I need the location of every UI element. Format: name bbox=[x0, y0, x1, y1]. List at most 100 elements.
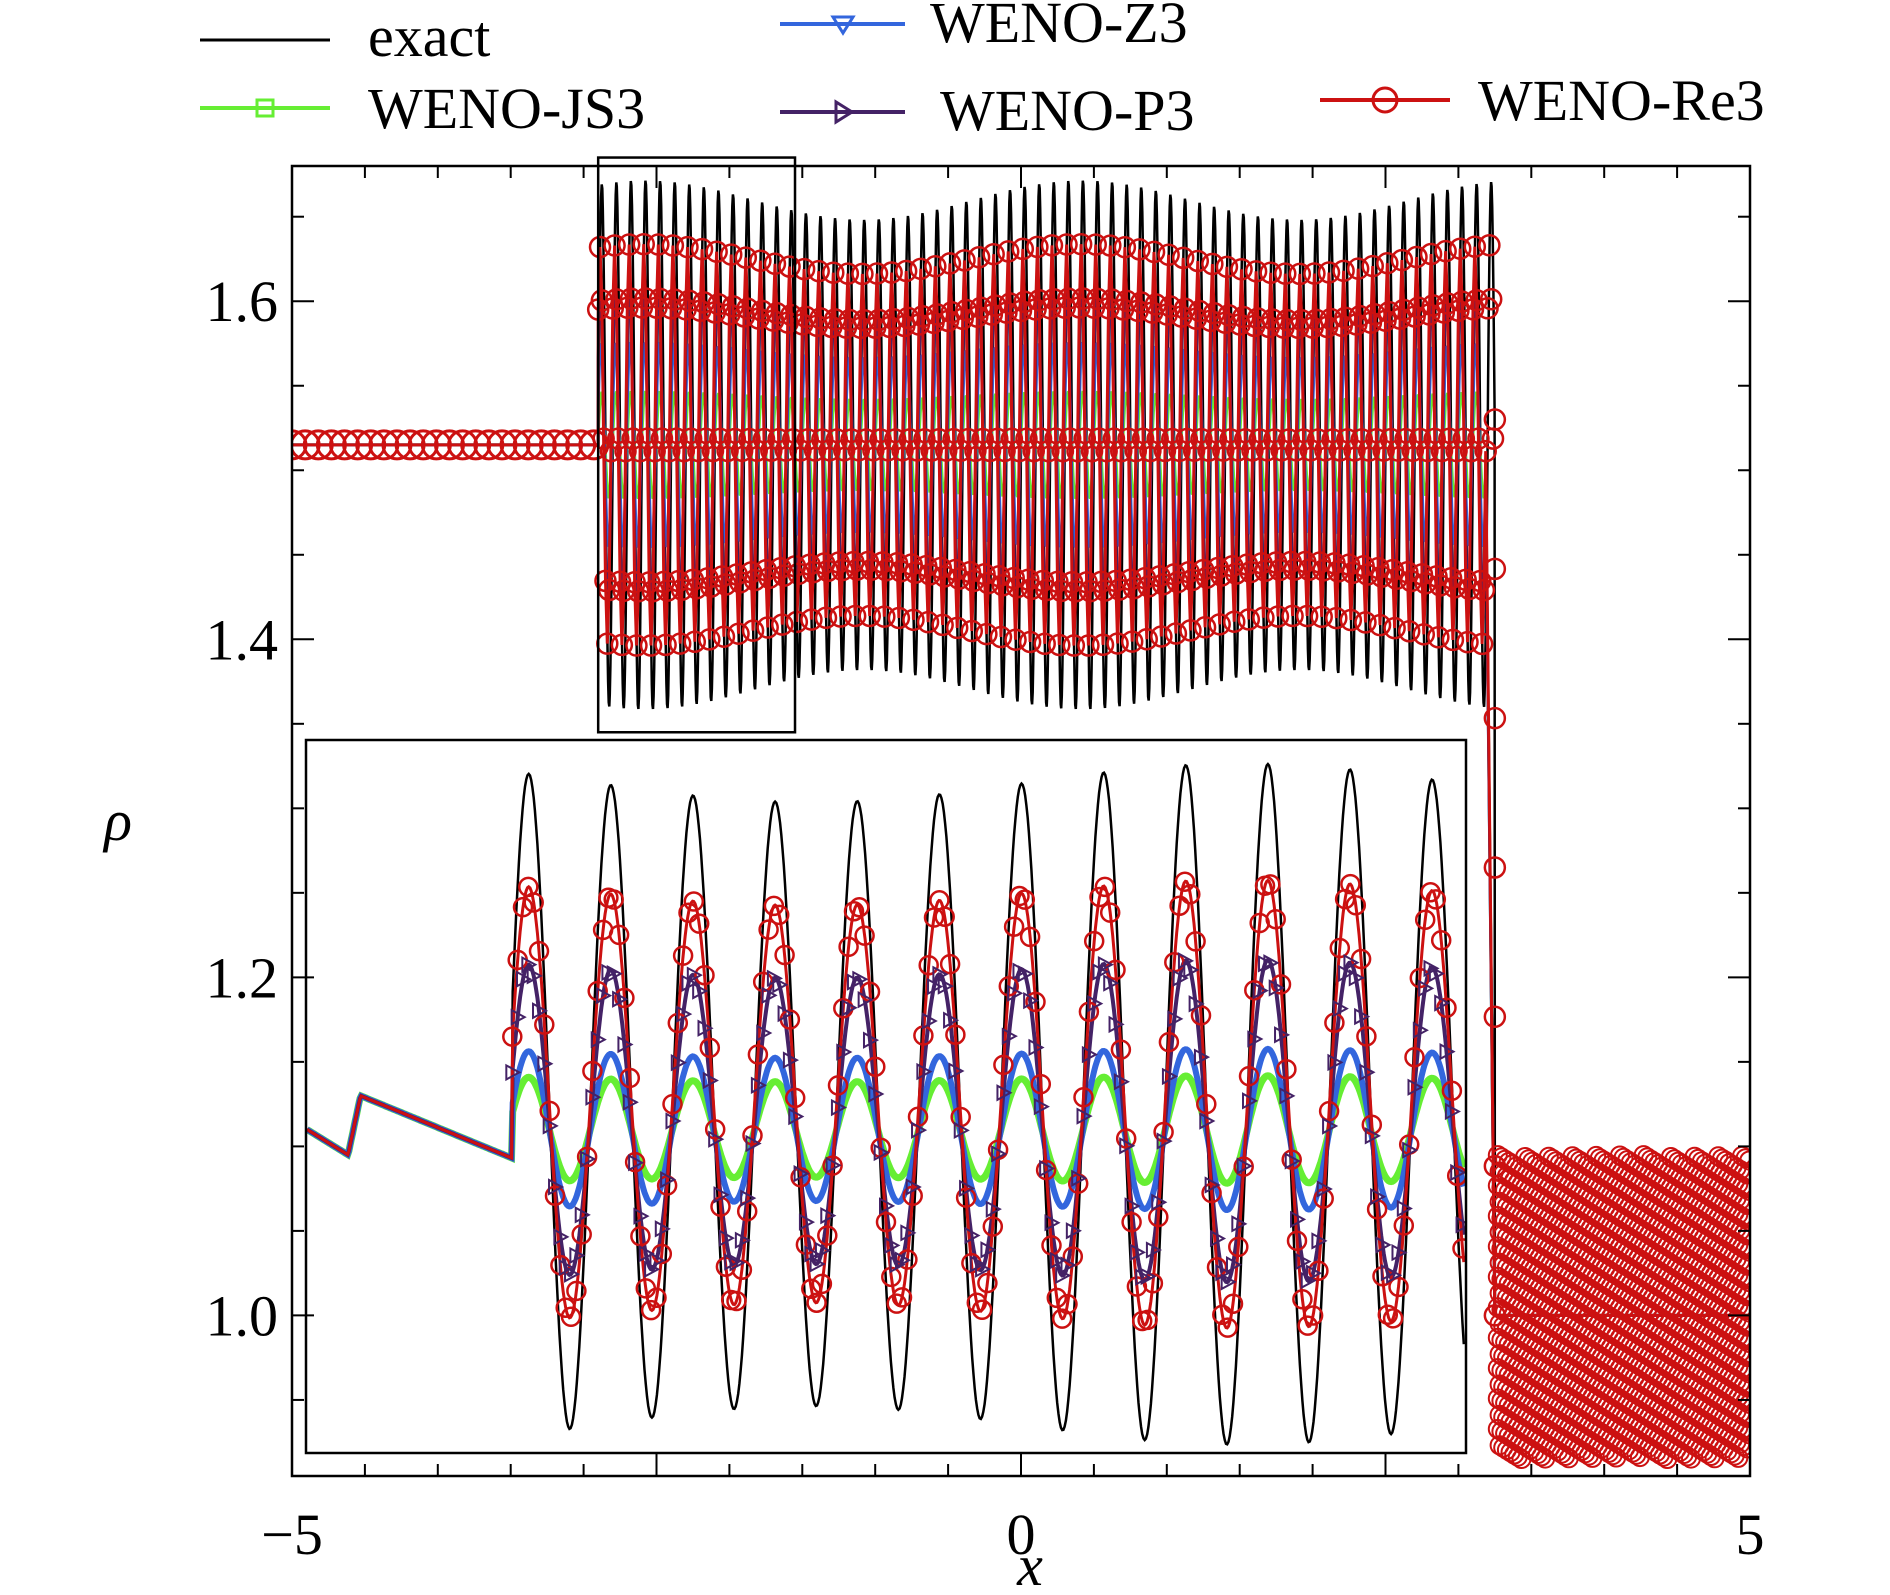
marker-weno-re3 bbox=[709, 427, 732, 451]
inset-marker-weno-re3 bbox=[982, 1216, 1004, 1237]
inset-marker-weno-re3 bbox=[1388, 1276, 1409, 1298]
marker-weno-re3 bbox=[1414, 572, 1437, 595]
marker-weno-re3 bbox=[1430, 439, 1454, 463]
marker-weno-re3 bbox=[1117, 427, 1140, 450]
marker-weno-re3 bbox=[865, 262, 889, 285]
inset-marker-weno-p3 bbox=[1295, 1252, 1312, 1271]
inset-marker-weno-re3 bbox=[774, 944, 795, 966]
inset-marker-weno-p3 bbox=[1129, 1243, 1147, 1261]
marker-weno-re3 bbox=[381, 429, 413, 461]
marker-weno-re3 bbox=[1073, 427, 1097, 450]
marker-weno-re3 bbox=[632, 232, 655, 256]
marker-weno-re3 bbox=[933, 565, 956, 588]
inset-marker-weno-re3 bbox=[619, 1067, 641, 1089]
marker-weno-re3 bbox=[1029, 427, 1053, 450]
inset-marker-weno-p3 bbox=[788, 1107, 805, 1126]
x-tick-labels: −5 0 5 bbox=[261, 1502, 1764, 1567]
marker-weno-re3 bbox=[1168, 439, 1191, 463]
marker-weno-re3 bbox=[1048, 633, 1071, 657]
inset-marker-weno-p3 bbox=[1386, 1266, 1403, 1284]
x-tick-label: 0 bbox=[1007, 1502, 1036, 1567]
marker-weno-re3 bbox=[592, 427, 615, 450]
marker-weno-re3 bbox=[911, 305, 934, 328]
marker-weno-re3 bbox=[1026, 235, 1049, 259]
inset-marker-weno-p3 bbox=[1001, 1027, 1018, 1045]
marker-weno-re3 bbox=[654, 633, 677, 657]
marker-weno-re3 bbox=[962, 569, 985, 593]
inset-marker-weno-p3 bbox=[1364, 1127, 1381, 1145]
inset-marker-weno-p3 bbox=[868, 1085, 885, 1103]
marker-weno-re3 bbox=[1153, 439, 1177, 463]
marker-weno-re3 bbox=[665, 427, 688, 450]
marker-weno-re3 bbox=[1226, 439, 1250, 462]
legend-label-weno-p3: WENO-P3 bbox=[940, 78, 1195, 143]
marker-weno-re3 bbox=[1201, 252, 1224, 276]
marker-weno-re3 bbox=[860, 558, 883, 581]
marker-weno-re3 bbox=[606, 427, 630, 450]
marker-weno-re3 bbox=[1428, 574, 1452, 597]
inset-marker-weno-p3 bbox=[1444, 1102, 1461, 1121]
inset-marker-weno-p3 bbox=[1065, 1222, 1082, 1240]
legend-item-weno-z3: WENO-Z3 bbox=[780, 0, 1188, 55]
inset-marker-weno-re3 bbox=[528, 940, 550, 962]
marker-weno-re3 bbox=[1735, 1178, 1750, 1199]
marker-weno-re3 bbox=[1733, 1162, 1750, 1183]
inset-marker-weno-p3 bbox=[622, 1093, 639, 1111]
marker-weno-re3 bbox=[614, 439, 637, 463]
marker-weno-re3 bbox=[1095, 439, 1118, 463]
inset-marker-weno-p3 bbox=[1407, 1078, 1424, 1096]
marker-weno-re3 bbox=[760, 439, 783, 462]
marker-weno-re3 bbox=[1040, 234, 1064, 257]
marker-weno-re3 bbox=[1335, 428, 1359, 451]
inset-marker-weno-p3 bbox=[862, 1031, 880, 1049]
marker-weno-re3 bbox=[1737, 1407, 1750, 1428]
marker-weno-re3 bbox=[679, 427, 703, 450]
marker-weno-re3 bbox=[588, 235, 612, 259]
marker-weno-re3 bbox=[1341, 561, 1364, 585]
inset-marker-weno-re3 bbox=[838, 936, 859, 958]
marker-weno-re3 bbox=[1080, 439, 1104, 463]
marker-weno-re3 bbox=[920, 439, 943, 462]
marker-weno-re3 bbox=[1346, 257, 1370, 280]
inset-marker-weno-re3 bbox=[768, 904, 790, 926]
triangle-down-marker-icon bbox=[830, 15, 856, 36]
x-tick-label: −5 bbox=[261, 1502, 323, 1567]
inset-marker-weno-p3 bbox=[1359, 1063, 1376, 1081]
inset-marker-weno-re3 bbox=[566, 1280, 587, 1302]
marker-weno-re3 bbox=[628, 439, 652, 463]
marker-weno-re3 bbox=[1135, 627, 1159, 651]
inset-marker-weno-p3 bbox=[782, 1051, 800, 1069]
inset-marker-weno-p3 bbox=[1167, 1010, 1184, 1028]
inset-marker-weno-p3 bbox=[793, 1165, 810, 1183]
marker-weno-re3 bbox=[1483, 557, 1507, 581]
inset-marker-weno-re3 bbox=[603, 889, 624, 910]
marker-weno-re3 bbox=[1109, 439, 1133, 463]
marker-weno-re3 bbox=[949, 439, 973, 462]
marker-weno-re3 bbox=[924, 255, 947, 278]
marker-weno-re3 bbox=[960, 619, 984, 643]
inset-marker-weno-re3 bbox=[1308, 1260, 1329, 1281]
inset-marker-weno-p3 bbox=[1156, 1132, 1173, 1150]
marker-weno-re3 bbox=[1365, 428, 1388, 451]
marker-weno-re3 bbox=[1419, 242, 1443, 266]
inset-marker-weno-re3 bbox=[1094, 876, 1116, 898]
marker-weno-re3 bbox=[843, 604, 867, 628]
inset-marker-weno-re3 bbox=[918, 954, 939, 976]
y-tick-label: 1.0 bbox=[206, 1283, 279, 1348]
inset-marker-weno-re3 bbox=[758, 919, 779, 940]
inset-marker-weno-re3 bbox=[694, 964, 715, 986]
marker-weno-re3 bbox=[420, 429, 452, 461]
marker-weno-re3 bbox=[647, 233, 670, 256]
x-tick-label: 5 bbox=[1736, 1502, 1765, 1567]
axis-ticks bbox=[291, 166, 1751, 1476]
marker-weno-re3 bbox=[905, 439, 929, 462]
legend-label-weno-re3: WENO-Re3 bbox=[1478, 68, 1765, 133]
inset-marker-weno-re3 bbox=[742, 1125, 763, 1146]
marker-weno-re3 bbox=[1397, 619, 1421, 643]
inset-marker-weno-re3 bbox=[811, 1273, 833, 1295]
inset-marker-weno-p3 bbox=[1316, 1180, 1333, 1198]
marker-weno-re3 bbox=[368, 429, 400, 461]
marker-weno-re3 bbox=[1735, 1391, 1750, 1412]
inset-marker-weno-p3 bbox=[905, 1178, 922, 1196]
inset-marker-weno-p3 bbox=[1300, 1271, 1317, 1290]
